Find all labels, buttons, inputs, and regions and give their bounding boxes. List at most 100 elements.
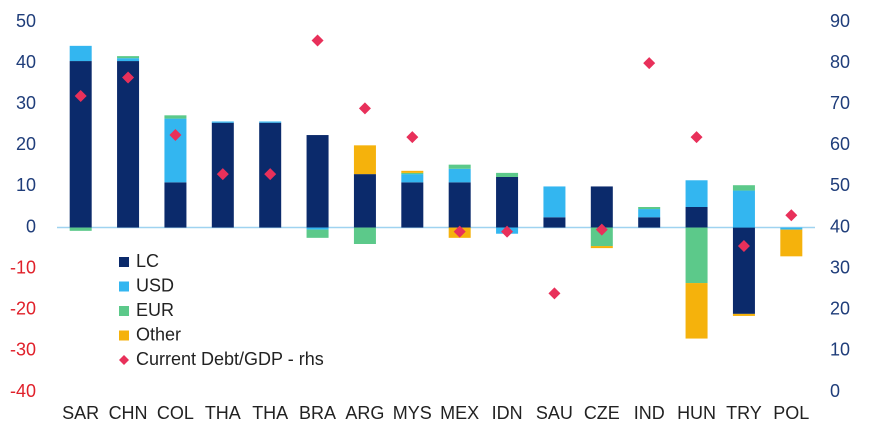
- bar-segment: [164, 115, 187, 119]
- x-tick-label: CHN: [109, 403, 148, 423]
- x-tick-label: ARG: [345, 403, 384, 423]
- x-tick-label: IDN: [492, 403, 523, 423]
- y2-tick-label: 50: [830, 175, 850, 195]
- debt-marker: [453, 225, 466, 238]
- legend-label: Current Debt/GDP - rhs: [136, 349, 324, 369]
- debt-marker: [737, 240, 750, 253]
- bar-segment: [685, 180, 708, 207]
- bar-segment: [401, 172, 424, 175]
- bar-segment: [117, 58, 140, 62]
- bar-segment: [259, 121, 282, 123]
- bar-segment: [164, 182, 187, 228]
- legend-swatch: [119, 355, 129, 365]
- x-tick-label: CZE: [584, 403, 620, 423]
- debt-marker: [690, 131, 703, 144]
- bar-segment: [590, 227, 613, 247]
- bar-segment: [69, 227, 92, 231]
- bar-segment: [496, 176, 519, 228]
- debt-marker: [501, 225, 514, 238]
- bar-segment: [353, 227, 376, 244]
- x-tick-label: THA: [252, 403, 288, 423]
- bar-segment: [353, 174, 376, 228]
- x-tick-label: SAR: [62, 403, 99, 423]
- y-tick-label: -20: [10, 299, 36, 319]
- bar-segment: [164, 118, 187, 183]
- bar-segment: [69, 61, 92, 228]
- x-tick-label: SAU: [536, 403, 573, 423]
- bar-segment: [685, 227, 708, 284]
- x-tick-label: MEX: [440, 403, 479, 423]
- debt-marker: [595, 223, 608, 236]
- y2-tick-label: 80: [830, 52, 850, 72]
- debt-marker: [548, 287, 561, 300]
- debt-marker: [358, 102, 371, 115]
- x-tick-label: TRY: [726, 403, 762, 423]
- bar-segment: [448, 164, 471, 169]
- bar-segment: [448, 168, 471, 183]
- bar-segment: [590, 186, 613, 228]
- debt-marker: [643, 57, 656, 70]
- x-tick-label: POL: [773, 403, 809, 423]
- y2-tick-label: 60: [830, 134, 850, 154]
- bar-segment: [638, 217, 661, 228]
- bar-segment: [638, 207, 661, 210]
- bar-segment: [117, 56, 140, 59]
- legend-label: USD: [136, 275, 174, 295]
- debt-marker: [785, 209, 798, 222]
- bar-segment: [543, 217, 566, 228]
- x-tick-label: BRA: [299, 403, 336, 423]
- debt-marker: [216, 168, 229, 181]
- y-tick-label: 30: [16, 93, 36, 113]
- bar-segment: [543, 186, 566, 218]
- x-tick-label: COL: [157, 403, 194, 423]
- bar-segment: [685, 207, 708, 228]
- y-tick-label: 40: [16, 52, 36, 72]
- bar-segment: [448, 182, 471, 228]
- legend-swatch: [119, 257, 129, 267]
- bar-segment: [685, 283, 708, 339]
- bar-segment: [306, 135, 329, 228]
- debt-marker: [169, 129, 182, 142]
- y2-tick-label: 0: [830, 381, 840, 401]
- x-tick-label: IND: [634, 403, 665, 423]
- y2-tick-label: 30: [830, 257, 850, 277]
- x-tick-label: MYS: [393, 403, 432, 423]
- bar-segment: [496, 172, 519, 177]
- legend-label: LC: [136, 251, 159, 271]
- debt-marker: [264, 168, 277, 181]
- bar-segment: [117, 61, 140, 228]
- legend-label: EUR: [136, 300, 174, 320]
- bar-segment: [732, 313, 755, 316]
- bar-segment: [732, 185, 755, 191]
- y-tick-label: 10: [16, 175, 36, 195]
- y2-tick-label: 20: [830, 299, 850, 319]
- y-tick-label: -30: [10, 340, 36, 360]
- bar-segment: [732, 227, 755, 314]
- y-tick-label: -10: [10, 257, 36, 277]
- bar-segment: [780, 229, 803, 257]
- legend-swatch: [119, 281, 129, 292]
- bar-segment: [211, 121, 234, 123]
- bar-segment: [69, 45, 92, 62]
- bar-segment: [590, 246, 613, 249]
- y-tick-label: 0: [26, 216, 36, 236]
- bar-segment: [353, 145, 376, 175]
- debt-marker: [311, 34, 324, 47]
- debt-marker: [122, 71, 135, 84]
- legend-swatch: [119, 306, 129, 316]
- x-tick-label: HUN: [677, 403, 716, 423]
- debt-marker: [406, 131, 419, 144]
- bar-segment: [780, 227, 803, 230]
- bar-segment: [401, 182, 424, 228]
- bar-segment: [401, 174, 424, 183]
- y2-tick-label: 70: [830, 93, 850, 113]
- legend-label: Other: [136, 324, 181, 344]
- y2-tick-label: 10: [830, 340, 850, 360]
- bar-segment: [638, 209, 661, 218]
- y2-tick-label: 90: [830, 11, 850, 31]
- legend-swatch: [119, 330, 129, 341]
- y2-tick-label: 40: [830, 216, 850, 236]
- x-tick-label: THA: [205, 403, 241, 423]
- debt-marker: [74, 90, 87, 102]
